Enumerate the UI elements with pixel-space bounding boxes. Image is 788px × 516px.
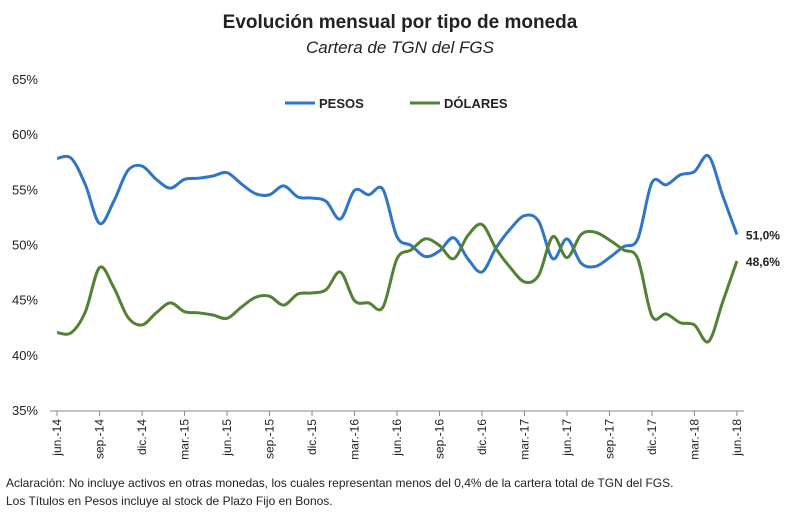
x-tick-label: sep.-15 [263,419,277,459]
y-tick-label: 50% [12,238,38,253]
x-tick-label: sep.-16 [432,419,446,459]
x-tick-label: mar.-17 [517,419,531,460]
data-label: 51,0% [746,228,780,242]
x-tick-label: sep.-17 [602,419,616,459]
y-tick-label: 55% [12,182,38,197]
chart-title: Evolución mensual por tipo de moneda [223,12,578,33]
x-tick-label: jun.-16 [390,419,404,457]
legend-label: PESOS [319,96,364,111]
x-tick-label: mar.-15 [178,419,192,460]
footnote: Aclaración: No incluye activos en otras … [6,476,673,490]
x-tick-label: dic.-14 [135,419,149,455]
line-series [56,222,739,344]
x-tick-label: dic.-15 [305,419,319,455]
data-label: 48,6% [746,255,780,269]
line-series [56,154,739,274]
x-tick-label: jun.-14 [50,419,64,457]
chart-subtitle: Cartera de TGN del FGS [306,38,495,57]
y-tick-label: 65% [12,72,38,87]
x-tick-label: jun.-17 [560,419,574,457]
x-tick-label: jun.-18 [730,419,744,457]
x-tick-label: dic.-16 [475,419,489,455]
y-tick-label: 35% [12,403,38,418]
x-tick-label: sep.-14 [93,419,107,459]
y-tick-label: 60% [12,127,38,142]
x-tick-label: dic.-17 [645,419,659,455]
x-tick-label: mar.-16 [348,419,362,460]
legend-label: DÓLARES [444,96,508,111]
y-tick-label: 40% [12,348,38,363]
x-tick-label: jun.-15 [220,419,234,457]
y-tick-label: 45% [12,293,38,308]
x-tick-label: mar.-18 [687,419,701,460]
footnote: Los Títulos en Pesos incluye al stock de… [6,494,333,508]
